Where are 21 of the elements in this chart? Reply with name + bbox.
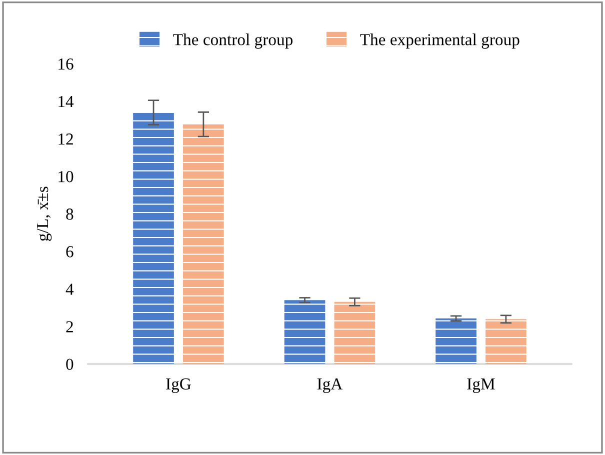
bar [334, 302, 376, 364]
legend-label: The control group [173, 34, 293, 49]
y-tick-label: 16 [58, 58, 74, 70]
y-tick-label: 8 [66, 208, 74, 220]
y-tick-label: 12 [58, 134, 73, 145]
y-tick-label: 2 [66, 321, 73, 332]
bar [183, 124, 224, 364]
bar [284, 300, 326, 364]
x-tick-label: IgM [467, 378, 495, 394]
y-tick-label: 6 [66, 246, 74, 258]
x-tick-label: IgG [166, 378, 191, 394]
y-axis-title: g/L, x̄±s [37, 186, 52, 241]
bar [486, 319, 526, 364]
legend-label: The experimental group [360, 34, 520, 49]
y-tick-label: 4 [66, 284, 74, 295]
y-tick-label: 14 [58, 96, 74, 108]
bar [436, 318, 476, 364]
x-tick-label: IgA [317, 378, 343, 394]
y-tick-label: 0 [66, 358, 74, 370]
y-tick-label: 10 [58, 171, 74, 182]
bar [133, 112, 174, 364]
